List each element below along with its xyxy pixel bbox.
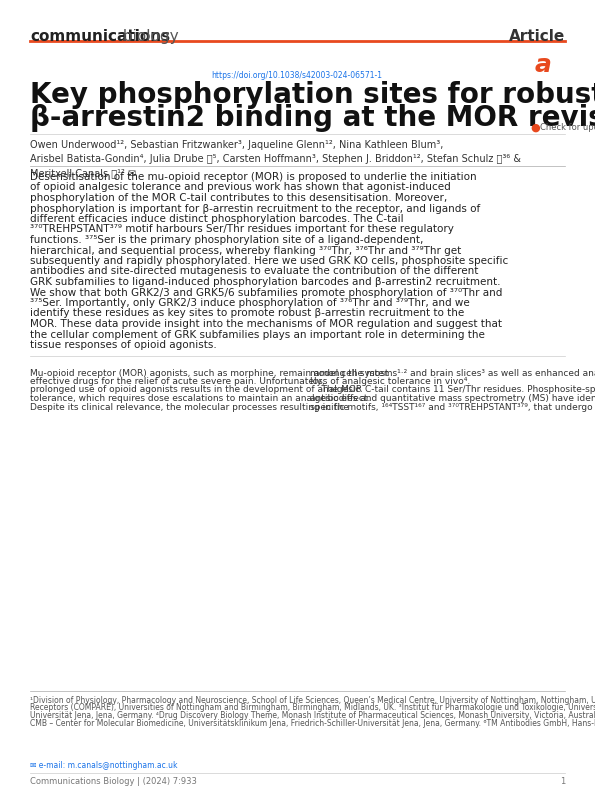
Text: ●: ● bbox=[530, 123, 540, 133]
Text: prolonged use of opioid agonists results in the development of analgesic: prolonged use of opioid agonists results… bbox=[30, 385, 361, 395]
Text: Owen Underwood¹², Sebastian Fritzwanker³, Jaqueline Glenn¹², Nina Kathleen Blum³: Owen Underwood¹², Sebastian Fritzwanker³… bbox=[30, 140, 521, 178]
Text: ✉ e-mail: m.canals@nottingham.ac.uk: ✉ e-mail: m.canals@nottingham.ac.uk bbox=[30, 761, 177, 770]
Text: antibodies and quantitative mass spectrometry (MS) have identified two: antibodies and quantitative mass spectro… bbox=[310, 394, 595, 403]
Text: ¹Division of Physiology, Pharmacology and Neuroscience, School of Life Sciences,: ¹Division of Physiology, Pharmacology an… bbox=[30, 696, 595, 705]
Text: MOR. These data provide insight into the mechanisms of MOR regulation and sugges: MOR. These data provide insight into the… bbox=[30, 319, 502, 329]
Text: identify these residues as key sites to promote robust β-arrestin recruitment to: identify these residues as key sites to … bbox=[30, 308, 464, 319]
Text: different efficacies induce distinct phosphorylation barcodes. The C-tail: different efficacies induce distinct pho… bbox=[30, 214, 403, 224]
Text: tissue responses of opioid agonists.: tissue responses of opioid agonists. bbox=[30, 340, 217, 350]
Text: https://doi.org/10.1038/s42003-024-06571-1: https://doi.org/10.1038/s42003-024-06571… bbox=[211, 71, 383, 80]
Text: Despite its clinical relevance, the molecular processes resulting in the: Despite its clinical relevance, the mole… bbox=[30, 403, 349, 411]
Text: Check for updates: Check for updates bbox=[540, 123, 595, 132]
Text: hierarchical, and sequential process, whereby flanking ³⁷⁰Thr, ³⁷⁶Thr and ³⁷⁹Thr: hierarchical, and sequential process, wh… bbox=[30, 245, 461, 255]
Text: specific motifs, ¹⁶⁴TSST¹⁶⁷ and ³⁷⁰TREHPSTANT³⁷⁹, that undergo agonist-: specific motifs, ¹⁶⁴TSST¹⁶⁷ and ³⁷⁰TREHP… bbox=[310, 403, 595, 411]
Text: functions. ³⁷⁵Ser is the primary phosphorylation site of a ligand-dependent,: functions. ³⁷⁵Ser is the primary phospho… bbox=[30, 235, 424, 245]
Text: CMB – Center for Molecular Biomedicine, Universitätsklinikum Jena, Friedrich-Sch: CMB – Center for Molecular Biomedicine, … bbox=[30, 718, 595, 728]
Text: 1: 1 bbox=[560, 777, 565, 786]
Text: Universität Jena, Jena, Germany. ⁴Drug Discovery Biology Theme, Monash Institute: Universität Jena, Jena, Germany. ⁴Drug D… bbox=[30, 711, 595, 720]
Text: effective drugs for the relief of acute severe pain. Unfortunately,: effective drugs for the relief of acute … bbox=[30, 377, 325, 386]
Text: Receptors (COMPARE), Universities of Nottingham and Birmingham, Birmingham, Midl: Receptors (COMPARE), Universities of Not… bbox=[30, 703, 595, 713]
Text: model cell systems¹·² and brain slices³ as well as enhanced analgesia and: model cell systems¹·² and brain slices³ … bbox=[310, 369, 595, 377]
Text: Desensitisation of the mu-opioid receptor (MOR) is proposed to underlie the init: Desensitisation of the mu-opioid recepto… bbox=[30, 172, 477, 182]
Text: GRK subfamilies to ligand-induced phosphorylation barcodes and β-arrestin2 recru: GRK subfamilies to ligand-induced phosph… bbox=[30, 277, 500, 287]
Text: The MOR C-tail contains 11 Ser/Thr residues. Phosphosite-specific: The MOR C-tail contains 11 Ser/Thr resid… bbox=[310, 385, 595, 395]
Text: the cellular complement of GRK subfamilies plays an important role in determinin: the cellular complement of GRK subfamili… bbox=[30, 330, 485, 339]
Text: Mu-opioid receptor (MOR) agonists, such as morphine, remain among the most: Mu-opioid receptor (MOR) agonists, such … bbox=[30, 369, 389, 377]
Text: a: a bbox=[534, 53, 552, 77]
Text: phosphorylation is important for β-arrestin recruitment to the receptor, and lig: phosphorylation is important for β-arres… bbox=[30, 203, 480, 214]
Text: communications: communications bbox=[30, 29, 170, 44]
Text: We show that both GRK2/3 and GRK5/6 subfamilies promote phosphorylation of ³⁷⁰Th: We show that both GRK2/3 and GRK5/6 subf… bbox=[30, 287, 502, 297]
Text: Key phosphorylation sites for robust: Key phosphorylation sites for robust bbox=[30, 81, 595, 109]
Text: tolerance, which requires dose escalations to maintain an analgesic effect.: tolerance, which requires dose escalatio… bbox=[30, 394, 370, 403]
Text: loss of analgesic tolerance in vivo⁴.: loss of analgesic tolerance in vivo⁴. bbox=[310, 377, 470, 386]
Text: antibodies and site-directed mutagenesis to evaluate the contribution of the dif: antibodies and site-directed mutagenesis… bbox=[30, 267, 478, 277]
Text: subsequently and rapidly phosphorylated. Here we used GRK KO cells, phosphosite : subsequently and rapidly phosphorylated.… bbox=[30, 256, 508, 266]
Text: biology: biology bbox=[118, 29, 178, 44]
Text: Communications Biology | (2024) 7:933: Communications Biology | (2024) 7:933 bbox=[30, 777, 197, 786]
Text: ³⁷⁵Ser. Importantly, only GRK2/3 induce phosphorylation of ³⁷⁶Thr and ³⁷⁹Thr, an: ³⁷⁵Ser. Importantly, only GRK2/3 induce … bbox=[30, 298, 469, 308]
Text: ³⁷⁰TREHPSTANT³⁷⁹ motif harbours Ser/Thr residues important for these regulatory: ³⁷⁰TREHPSTANT³⁷⁹ motif harbours Ser/Thr … bbox=[30, 225, 454, 234]
Text: of opioid analgesic tolerance and previous work has shown that agonist-induced: of opioid analgesic tolerance and previo… bbox=[30, 183, 451, 192]
Text: β-arrestin2 binding at the MOR revisited: β-arrestin2 binding at the MOR revisited bbox=[30, 104, 595, 132]
Text: Article: Article bbox=[509, 29, 565, 44]
Text: phosphorylation of the MOR C-tail contributes to this desensitisation. Moreover,: phosphorylation of the MOR C-tail contri… bbox=[30, 193, 447, 203]
